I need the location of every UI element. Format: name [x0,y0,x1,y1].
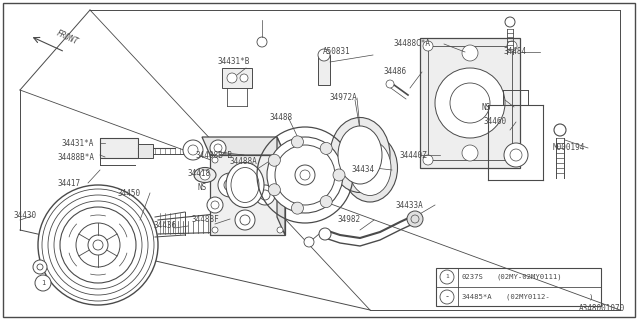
Circle shape [505,17,515,27]
Ellipse shape [338,126,382,184]
Text: 34484: 34484 [503,47,526,57]
Bar [222,68,252,88]
Circle shape [33,260,47,274]
Circle shape [320,196,332,208]
Text: M000194: M000194 [553,143,586,153]
Text: 34485*A: 34485*A [462,294,493,300]
Circle shape [320,142,332,155]
Circle shape [200,170,210,180]
Circle shape [277,157,283,163]
Circle shape [291,202,303,214]
Circle shape [295,165,315,185]
Text: 34436: 34436 [154,221,177,230]
Text: 34972A: 34972A [330,93,358,102]
Circle shape [440,290,454,304]
Ellipse shape [330,117,390,193]
Bar [436,268,601,306]
Text: A348001070: A348001070 [579,304,625,313]
Circle shape [255,185,275,205]
Circle shape [240,74,248,82]
Text: 34417: 34417 [57,179,80,188]
Bar [100,138,138,158]
Text: 0237S: 0237S [462,274,484,280]
Text: (02MY0112-         ): (02MY0112- ) [506,294,593,300]
Text: NS: NS [481,102,490,111]
Text: 34488B*B: 34488B*B [196,150,233,159]
Text: 34450: 34450 [118,188,141,197]
Circle shape [304,237,314,247]
Circle shape [38,185,158,305]
Polygon shape [202,137,285,155]
Circle shape [407,211,423,227]
Circle shape [207,197,223,213]
Circle shape [462,145,478,161]
Ellipse shape [349,140,391,196]
Bar [428,46,512,160]
Circle shape [227,73,237,83]
Text: 34431*A: 34431*A [62,139,94,148]
Text: NS: NS [198,183,207,193]
Circle shape [435,68,505,138]
Circle shape [277,227,283,233]
Circle shape [35,275,51,291]
Circle shape [267,137,343,213]
Polygon shape [277,137,285,235]
Text: 1: 1 [41,280,45,286]
Text: 34488: 34488 [270,113,293,122]
Text: 34488F: 34488F [191,214,219,223]
Circle shape [423,155,433,165]
Circle shape [507,155,517,165]
Text: 34418: 34418 [188,169,211,178]
Circle shape [212,227,218,233]
Circle shape [183,140,203,160]
Circle shape [462,45,478,61]
Ellipse shape [342,134,397,202]
Text: FRONT: FRONT [55,29,80,47]
Circle shape [507,41,517,51]
Circle shape [88,235,108,255]
Circle shape [319,228,331,240]
Circle shape [218,173,242,197]
Text: A50831: A50831 [323,47,351,57]
Ellipse shape [226,163,264,207]
Circle shape [333,169,345,181]
Text: 34488B*A: 34488B*A [57,153,94,162]
Circle shape [257,37,267,47]
Circle shape [268,154,280,166]
Text: 34440Z: 34440Z [400,150,428,159]
Text: 34434: 34434 [351,165,374,174]
Text: 34433A: 34433A [395,201,423,210]
Circle shape [386,80,394,88]
Circle shape [291,136,303,148]
Text: 34430: 34430 [13,212,36,220]
Circle shape [318,49,330,61]
Bar [138,144,153,158]
Text: -: - [445,292,449,301]
Circle shape [210,140,226,156]
Text: 34488A: 34488A [229,157,257,166]
Circle shape [423,41,433,51]
Text: 34431*B: 34431*B [218,58,250,67]
Text: 34460: 34460 [483,117,506,126]
Bar [210,155,285,235]
Bar [420,38,520,168]
Text: 1: 1 [445,275,449,279]
Text: 34982: 34982 [337,215,360,225]
Circle shape [554,124,566,136]
Text: 34486: 34486 [384,68,407,76]
Bar [318,55,330,85]
Circle shape [504,143,528,167]
Ellipse shape [194,167,216,182]
Text: 34488C*A: 34488C*A [393,39,430,49]
Circle shape [440,270,454,284]
Text: (02MY-02MY0111): (02MY-02MY0111) [496,274,562,280]
Circle shape [235,210,255,230]
Circle shape [268,184,280,196]
Circle shape [212,157,218,163]
